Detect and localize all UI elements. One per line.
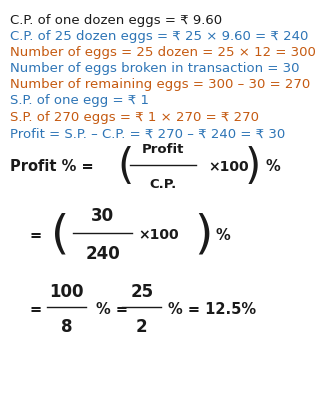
- Text: 240: 240: [85, 245, 120, 263]
- Text: ): ): [195, 212, 213, 257]
- Text: (: (: [117, 146, 134, 187]
- Text: ×100: ×100: [139, 228, 179, 241]
- Text: C.P. of 25 dozen eggs = ₹ 25 × 9.60 = ₹ 240: C.P. of 25 dozen eggs = ₹ 25 × 9.60 = ₹ …: [10, 30, 308, 43]
- Text: Number of eggs broken in transaction = 30: Number of eggs broken in transaction = 3…: [10, 62, 299, 75]
- Text: =: =: [29, 227, 41, 242]
- Text: Profit = S.P. – C.P. = ₹ 270 – ₹ 240 = ₹ 30: Profit = S.P. – C.P. = ₹ 270 – ₹ 240 = ₹…: [10, 127, 285, 140]
- Text: 25: 25: [130, 283, 153, 300]
- Text: S.P. of one egg = ₹ 1: S.P. of one egg = ₹ 1: [10, 94, 149, 107]
- Text: 100: 100: [50, 283, 84, 300]
- Text: %: %: [266, 159, 280, 174]
- Text: 2: 2: [136, 317, 148, 335]
- Text: C.P. of one dozen eggs = ₹ 9.60: C.P. of one dozen eggs = ₹ 9.60: [10, 14, 222, 27]
- Text: ): ): [244, 146, 261, 187]
- Text: (: (: [51, 212, 69, 257]
- Text: Profit: Profit: [142, 143, 184, 156]
- Text: =: =: [29, 301, 41, 316]
- Text: 30: 30: [91, 207, 114, 224]
- Text: Number of remaining eggs = 300 – 30 = 270: Number of remaining eggs = 300 – 30 = 27…: [10, 78, 310, 91]
- Text: Profit % =: Profit % =: [10, 159, 94, 174]
- Text: C.P.: C.P.: [149, 177, 177, 190]
- Text: % =: % =: [96, 301, 128, 316]
- Text: %: %: [215, 227, 230, 242]
- Text: Number of eggs = 25 dozen = 25 × 12 = 300: Number of eggs = 25 dozen = 25 × 12 = 30…: [10, 46, 316, 59]
- Text: 8: 8: [61, 317, 73, 335]
- Text: ×100: ×100: [209, 160, 249, 173]
- Text: S.P. of 270 eggs = ₹ 1 × 270 = ₹ 270: S.P. of 270 eggs = ₹ 1 × 270 = ₹ 270: [10, 110, 259, 123]
- Text: % = 12.5%: % = 12.5%: [168, 301, 256, 316]
